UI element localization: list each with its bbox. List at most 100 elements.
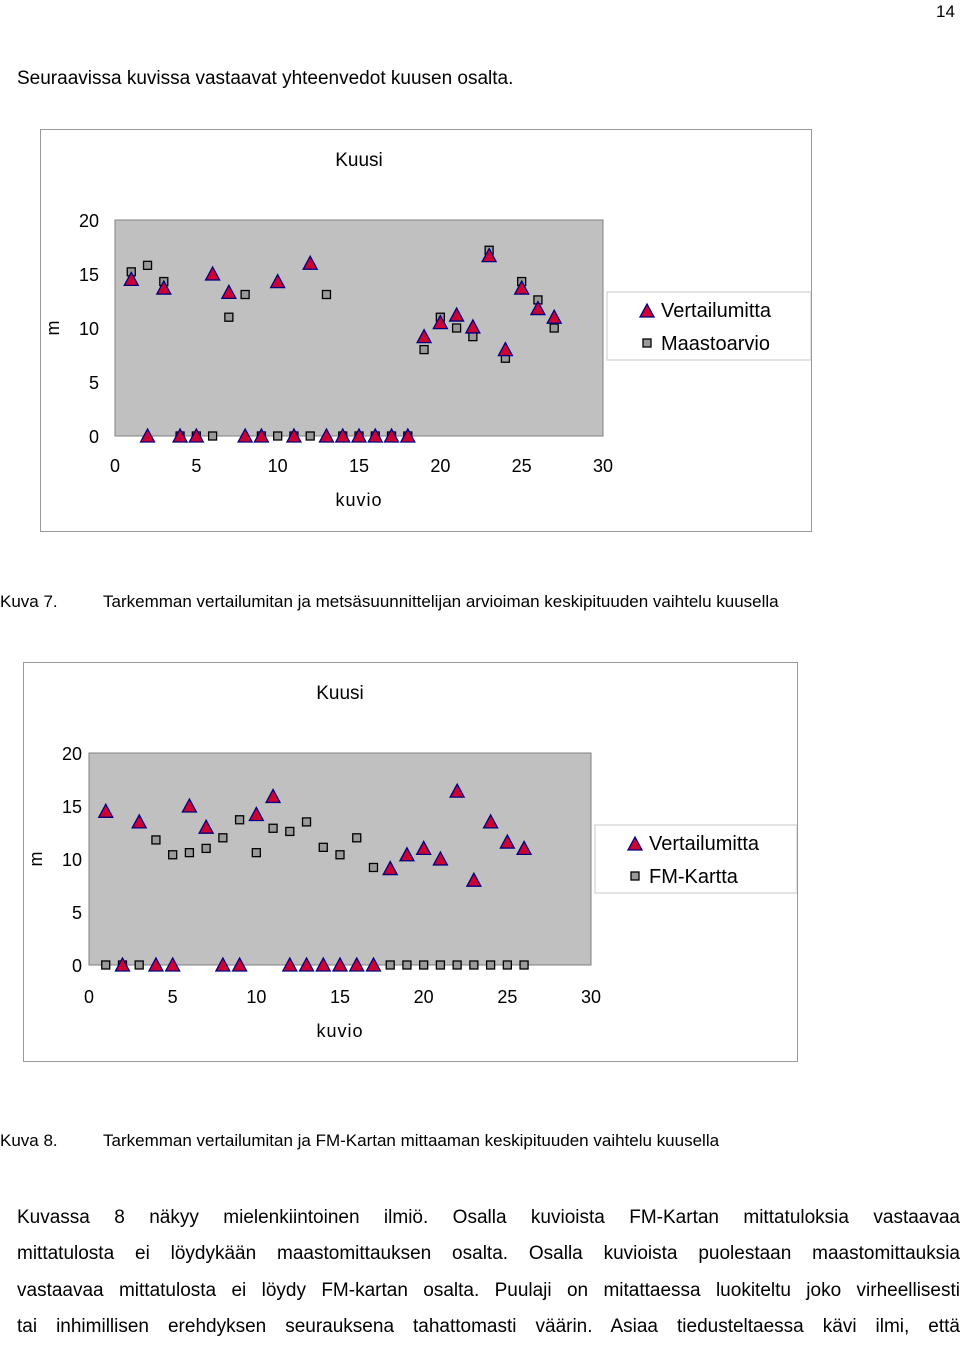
data-point-triangle [188,427,205,443]
legend-marker-square [642,338,652,348]
data-point-triangle [499,833,516,849]
data-point-triangle [198,818,215,834]
data-point-square [502,960,512,970]
data-point-square [251,847,261,858]
x-tick-label: 30 [593,456,613,476]
data-point-triangle [432,850,449,866]
data-point-square [234,815,245,825]
data-point-square [224,312,234,322]
y-axis-label: m [26,852,46,867]
data-point-square [435,960,446,970]
legend-box [594,824,798,894]
data-point-square [151,835,161,845]
data-point-square [240,289,250,300]
data-point-triangle [123,271,140,287]
body-line: tai inhimillisen erehdyksen seurauksena … [17,1316,960,1338]
x-tick-label: 20 [430,456,450,476]
x-tick-label: 15 [330,987,350,1007]
legend-box [606,291,812,361]
x-tick-label: 30 [581,987,601,1007]
y-tick-label: 20 [62,744,82,764]
x-tick-label: 10 [246,987,266,1007]
data-point-triangle [398,846,416,862]
data-point-square [419,344,429,355]
data-point-triangle [432,314,449,330]
data-point-square [201,843,211,854]
data-point-square [368,862,379,873]
data-point-triangle [449,782,466,798]
data-point-triangle [481,247,498,263]
body-paragraph: Kuvassa 8 näkyy mielenkiintoinen ilmiö. … [17,1200,960,1346]
data-point-square [352,833,362,843]
data-point-square [184,847,195,858]
data-point-triangle [415,840,432,856]
data-point-triangle [285,427,303,443]
legend-marker-triangle [626,835,644,851]
data-point-square [134,960,144,970]
legend-entry: FM-Kartta [649,866,739,888]
body-line: mittatulosta ei löydykään maastomittauks… [17,1243,960,1265]
data-point-square [419,960,429,970]
data-point-triangle [448,306,465,322]
legend-entry: Vertailumitta [649,833,760,855]
body-line: vastaavaa mittatulosta ei löydy FM-karta… [17,1279,960,1301]
data-point-triangle [365,956,382,972]
figure-7-svg: Kuusi 0 5 10 15 20 0 5 10 15 20 25 30 kuvio m Vertailum… [43,150,812,510]
figure-8-caption-number: Kuva 8. [0,1131,58,1150]
data-point-square [142,260,153,271]
data-point-triangle [331,956,349,972]
intro-paragraph: Seuraavissa kuvissa vastaavat yhteenvedo… [17,68,514,89]
y-tick-label: 0 [89,427,99,447]
data-point-square [301,817,312,827]
legend-entry: Maastoarvio [661,333,770,355]
data-point-triangle [114,956,131,972]
data-point-square [101,960,111,970]
y-tick-label: 5 [89,373,99,393]
data-point-triangle [164,956,181,972]
x-tick-label: 25 [497,987,517,1007]
data-point-square [268,823,278,833]
body-line: Kuvassa 8 näkyy mielenkiintoinen ilmiö. … [17,1207,960,1228]
data-point-triangle [382,860,399,876]
series-triangle [123,247,563,443]
data-point-triangle [214,956,231,972]
data-point-triangle [318,427,335,443]
figure-7-caption-text: Tarkemman vertailumitan ja metsäsuunnitt… [103,592,779,611]
data-point-triangle [220,283,237,300]
y-tick-label: 20 [79,211,99,231]
data-point-square [452,960,462,970]
page-number: 14 [936,2,955,21]
data-point-triangle [264,788,282,804]
figure-7-caption-number: Kuva 7. [0,592,58,611]
figure-8-svg: Kuusi 0 5 10 15 20 0 5 10 15 20 25 30 kuvio m Vertailum… [26,683,798,1041]
x-tick-label: 25 [512,456,532,476]
data-point-triangle [131,813,148,829]
data-point-square [273,431,283,441]
data-point-triangle [181,797,198,813]
y-tick-label: 15 [79,265,99,285]
x-axis-label: kuvio [316,1021,363,1041]
chart-title: Kuusi [316,683,364,704]
data-point-triangle [231,956,248,972]
y-tick-label: 0 [72,956,82,976]
data-point-square [321,289,332,300]
legend-marker-triangle [638,302,656,318]
data-point-triangle [253,427,270,443]
data-point-triangle [204,265,221,281]
data-point-triangle [465,871,482,887]
data-point-square [305,431,315,441]
data-point-square [402,960,412,970]
legend: Vertailumitta FM-Kartta [594,824,798,894]
data-point-triangle [281,956,298,972]
data-point-square [168,850,178,860]
data-point-square [469,960,479,970]
data-point-triangle [546,308,563,324]
data-point-square [335,850,345,860]
data-point-triangle [334,427,351,443]
x-tick-label: 5 [191,456,201,476]
data-point-square [451,323,462,333]
data-point-square [519,960,529,970]
data-point-square [207,431,218,441]
data-point-triangle [515,840,533,856]
data-point-triangle [155,279,172,295]
